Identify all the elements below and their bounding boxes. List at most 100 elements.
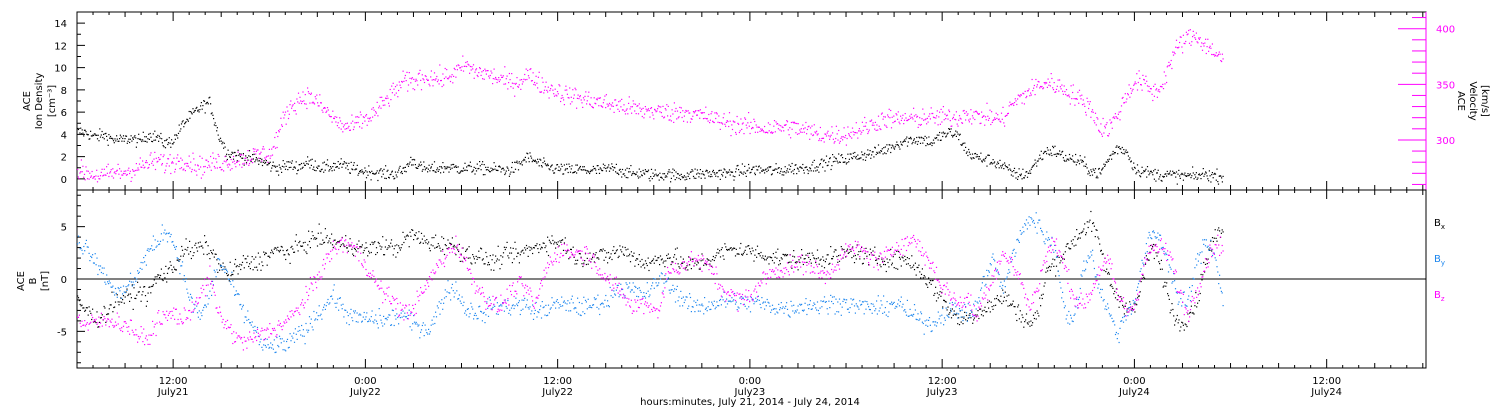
density-point: [263, 160, 265, 162]
bx-point: [126, 288, 128, 290]
by-point: [129, 272, 132, 274]
velocity-point: [1062, 93, 1064, 95]
bx-point: [914, 262, 916, 264]
by-point: [200, 312, 202, 314]
velocity-point: [310, 93, 312, 95]
velocity-point: [320, 102, 322, 104]
velocity-point: [984, 116, 987, 118]
bx-point: [702, 259, 704, 261]
density-point: [991, 161, 993, 164]
velocity-point: [613, 111, 615, 113]
bx-point: [541, 247, 543, 249]
bx-point: [912, 266, 914, 268]
velocity-point: [823, 141, 825, 143]
density-point: [157, 134, 159, 136]
bx-point: [1112, 287, 1114, 289]
bx-point: [520, 251, 522, 253]
velocity-point: [430, 76, 432, 78]
bx-point: [556, 243, 558, 245]
velocity-point: [462, 55, 464, 57]
velocity-point: [1045, 81, 1047, 84]
bx-point: [998, 299, 1000, 302]
bx-point: [981, 310, 983, 312]
density-point: [796, 167, 799, 169]
velocity-point: [561, 94, 563, 97]
bx-point: [717, 248, 719, 250]
density-point: [1007, 169, 1009, 171]
density-point: [1178, 169, 1180, 171]
density-point: [582, 169, 585, 171]
velocity-point: [963, 109, 965, 112]
bx-point: [198, 246, 200, 248]
velocity-point: [1190, 44, 1192, 46]
density-point: [543, 157, 545, 159]
bx-point: [898, 250, 900, 253]
bx-point: [641, 258, 643, 261]
density-point: [1017, 178, 1019, 180]
bx-point: [1107, 271, 1110, 274]
velocity-point: [1130, 92, 1132, 94]
velocity-point: [398, 89, 400, 92]
velocity-point: [495, 76, 497, 79]
bx-point: [540, 246, 543, 248]
velocity-point: [892, 122, 894, 124]
bx-point: [753, 260, 755, 262]
density-point: [746, 170, 748, 172]
velocity-point: [842, 136, 844, 138]
by-point: [165, 233, 167, 235]
velocity-point: [1036, 86, 1038, 88]
by-point: [218, 258, 220, 260]
bx-point: [1031, 324, 1033, 326]
bx-point: [83, 307, 85, 309]
bx-point: [614, 252, 616, 255]
by-point: [285, 350, 287, 352]
bx-point: [622, 246, 624, 248]
density-point: [549, 169, 551, 171]
density-point: [906, 145, 909, 147]
bx-point: [989, 311, 991, 313]
density-point: [340, 158, 342, 160]
velocity-point: [1087, 101, 1089, 103]
density-point: [1149, 170, 1152, 172]
density-point: [987, 154, 990, 156]
bx-point: [111, 291, 113, 293]
bx-point: [657, 257, 659, 259]
density-point: [752, 166, 754, 168]
velocity-point: [285, 123, 287, 125]
bx-point: [712, 255, 714, 258]
by-point: [216, 269, 218, 271]
density-point: [702, 170, 704, 173]
density-point: [321, 168, 323, 170]
density-point: [717, 176, 719, 178]
by-point: [323, 306, 325, 308]
density-point: [800, 167, 802, 169]
density-point: [378, 172, 380, 174]
density-point: [323, 161, 325, 163]
bx-point: [213, 256, 215, 258]
bx-point: [797, 269, 799, 271]
by-point: [293, 341, 296, 343]
velocity-point: [1015, 100, 1017, 102]
density-point: [207, 103, 209, 105]
bx-point: [474, 262, 476, 264]
velocity-point: [1048, 84, 1050, 86]
density-point: [986, 165, 988, 167]
density-point: [585, 169, 587, 172]
density-point: [819, 163, 821, 165]
bx-point: [860, 250, 862, 252]
density-point: [337, 161, 339, 163]
velocity-point: [145, 161, 147, 164]
density-point: [711, 175, 713, 178]
density-point: [592, 169, 594, 171]
bx-point: [308, 240, 311, 243]
velocity-point: [673, 121, 675, 123]
bx-point: [529, 249, 531, 251]
density-point: [649, 180, 651, 182]
velocity-point: [1220, 60, 1222, 62]
velocity-point: [662, 105, 664, 107]
bx-point: [755, 249, 757, 251]
density-point: [1063, 159, 1065, 161]
density-point: [319, 170, 321, 172]
density-point: [943, 133, 945, 135]
